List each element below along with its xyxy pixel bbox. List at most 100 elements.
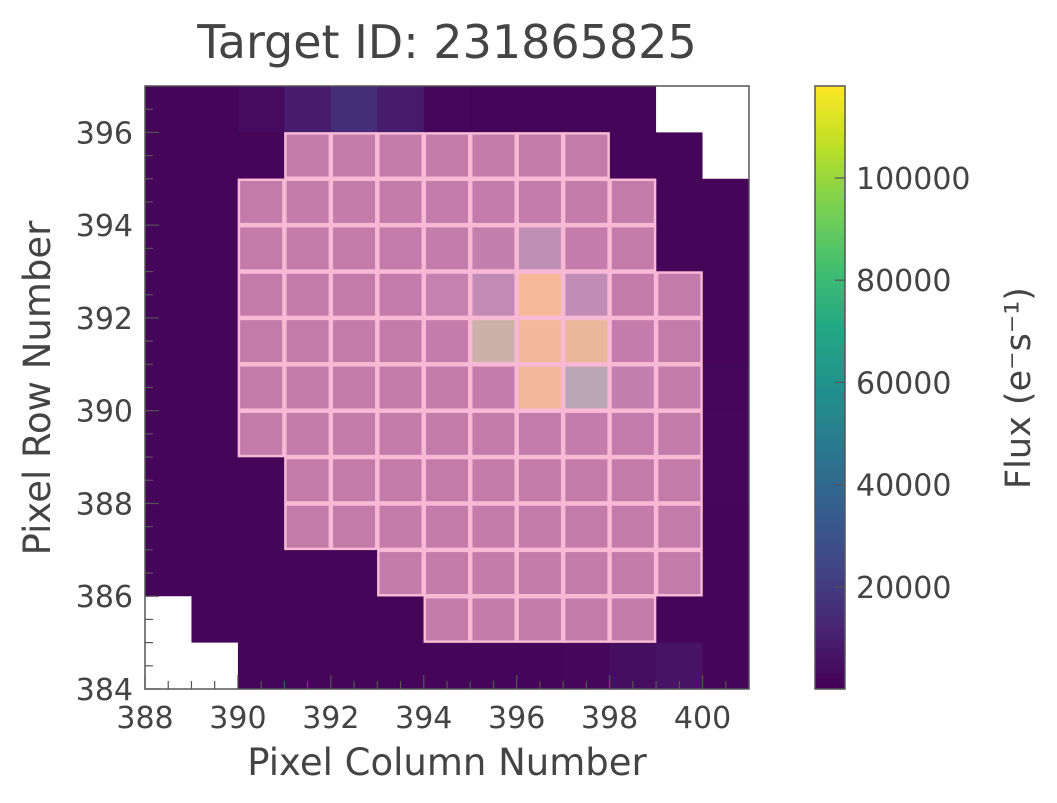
- heatmap-cell: [702, 503, 750, 551]
- mask-pixel: [562, 364, 610, 411]
- heatmap-cell: [702, 596, 750, 644]
- mask-pixel: [609, 178, 657, 226]
- mask-pixel: [562, 549, 610, 597]
- heatmap-cell: [330, 86, 378, 133]
- mask-pixel: [516, 364, 564, 411]
- heatmap-cell: [516, 86, 564, 133]
- heatmap-cell: [237, 86, 285, 133]
- colorbar: [814, 85, 846, 690]
- heatmap-cell: [702, 178, 750, 226]
- mask-pixel: [423, 178, 471, 226]
- heatmap-cell: [191, 225, 239, 273]
- y-tick-label: 392: [76, 302, 133, 337]
- colorbar-tick-label: 40000: [856, 469, 951, 504]
- y-tick-label: 396: [76, 116, 133, 151]
- mask-pixel: [516, 595, 564, 643]
- mask-pixel: [516, 178, 564, 226]
- mask-pixel: [377, 178, 425, 226]
- heatmap-cell: [702, 410, 750, 458]
- aperture-mask: [237, 132, 703, 643]
- colorbar-label: Flux (e⁻s⁻¹): [999, 287, 1039, 489]
- mask-pixel: [655, 503, 703, 551]
- mask-pixel: [609, 271, 657, 319]
- mask-pixel: [469, 549, 517, 597]
- heatmap-cell: [609, 86, 657, 133]
- mask-pixel: [609, 364, 657, 411]
- colorbar-tick-label: 80000: [856, 264, 951, 299]
- colorbar-tick-label: 60000: [856, 366, 951, 401]
- heatmap-cell: [702, 86, 750, 133]
- heatmap-cell: [191, 271, 239, 319]
- mask-pixel: [609, 503, 657, 551]
- mask-pixel: [237, 410, 285, 458]
- mask-pixel: [469, 410, 517, 458]
- mask-pixel: [284, 224, 332, 272]
- mask-pixel: [284, 503, 332, 551]
- mask-pixel: [562, 317, 610, 365]
- heatmap-cell: [330, 596, 378, 644]
- mask-pixel: [423, 224, 471, 272]
- heatmap-cell: [702, 271, 750, 319]
- mask-pixel: [284, 410, 332, 458]
- mask-pixel: [516, 549, 564, 597]
- mask-pixel: [469, 456, 517, 504]
- mask-pixel: [562, 595, 610, 643]
- colorbar-tick-label: 100000: [856, 162, 971, 197]
- x-tick-label: 400: [674, 701, 731, 736]
- mask-pixel: [284, 364, 332, 411]
- mask-pixel: [423, 549, 471, 597]
- mask-pixel: [377, 364, 425, 411]
- mask-pixel: [330, 178, 378, 226]
- x-tick-label: 396: [488, 701, 545, 736]
- heatmap-cell: [284, 596, 332, 644]
- y-tick-label: 388: [76, 487, 133, 522]
- mask-pixel: [655, 271, 703, 319]
- heatmap-cell: [423, 86, 471, 133]
- x-tick-label: 392: [302, 701, 359, 736]
- heatmap-cell: [377, 596, 425, 644]
- heatmap-cell: [656, 225, 704, 273]
- x-axis-ticks: 388 390 392 394 396 398 400: [116, 675, 750, 736]
- heatmap-cell: [191, 503, 239, 551]
- mask-pixel: [377, 456, 425, 504]
- mask-pixel: [330, 364, 378, 411]
- x-tick-label: 388: [116, 701, 173, 736]
- heatmap-cell: [191, 549, 239, 597]
- heatmap-cell: [656, 132, 704, 180]
- mask-pixel: [423, 317, 471, 365]
- mask-pixel: [655, 364, 703, 411]
- mask-pixel: [562, 178, 610, 226]
- mask-pixel: [284, 132, 332, 180]
- y-tick-label: 394: [76, 209, 133, 244]
- heatmap-cell: [702, 364, 750, 412]
- mask-pixel: [377, 549, 425, 597]
- heatmap-cell: [191, 317, 239, 365]
- mask-pixel: [423, 456, 471, 504]
- heatmap-cell: [284, 549, 332, 597]
- mask-pixel: [469, 503, 517, 551]
- mask-pixel: [562, 410, 610, 458]
- mask-pixel: [237, 178, 285, 226]
- mask-pixel: [516, 271, 564, 319]
- heatmap-cell: [702, 225, 750, 273]
- mask-pixel: [562, 456, 610, 504]
- mask-pixel: [284, 178, 332, 226]
- heatmap-cell: [702, 549, 750, 597]
- heatmap-cell: [656, 596, 704, 644]
- mask-pixel: [469, 224, 517, 272]
- y-tick-label: 386: [76, 580, 133, 615]
- mask-pixel: [516, 224, 564, 272]
- mask-pixel: [377, 132, 425, 180]
- mask-pixel: [284, 271, 332, 319]
- heatmap-cell: [656, 86, 704, 133]
- mask-pixel: [516, 503, 564, 551]
- heatmap-cell: [191, 410, 239, 458]
- mask-pixel: [469, 178, 517, 226]
- x-axis-label: Pixel Column Number: [247, 741, 647, 784]
- mask-pixel: [423, 595, 471, 643]
- heatmap-cell: [609, 132, 657, 180]
- mask-pixel: [330, 503, 378, 551]
- y-tick-label: 390: [76, 395, 133, 430]
- heatmap-cell: [563, 86, 611, 133]
